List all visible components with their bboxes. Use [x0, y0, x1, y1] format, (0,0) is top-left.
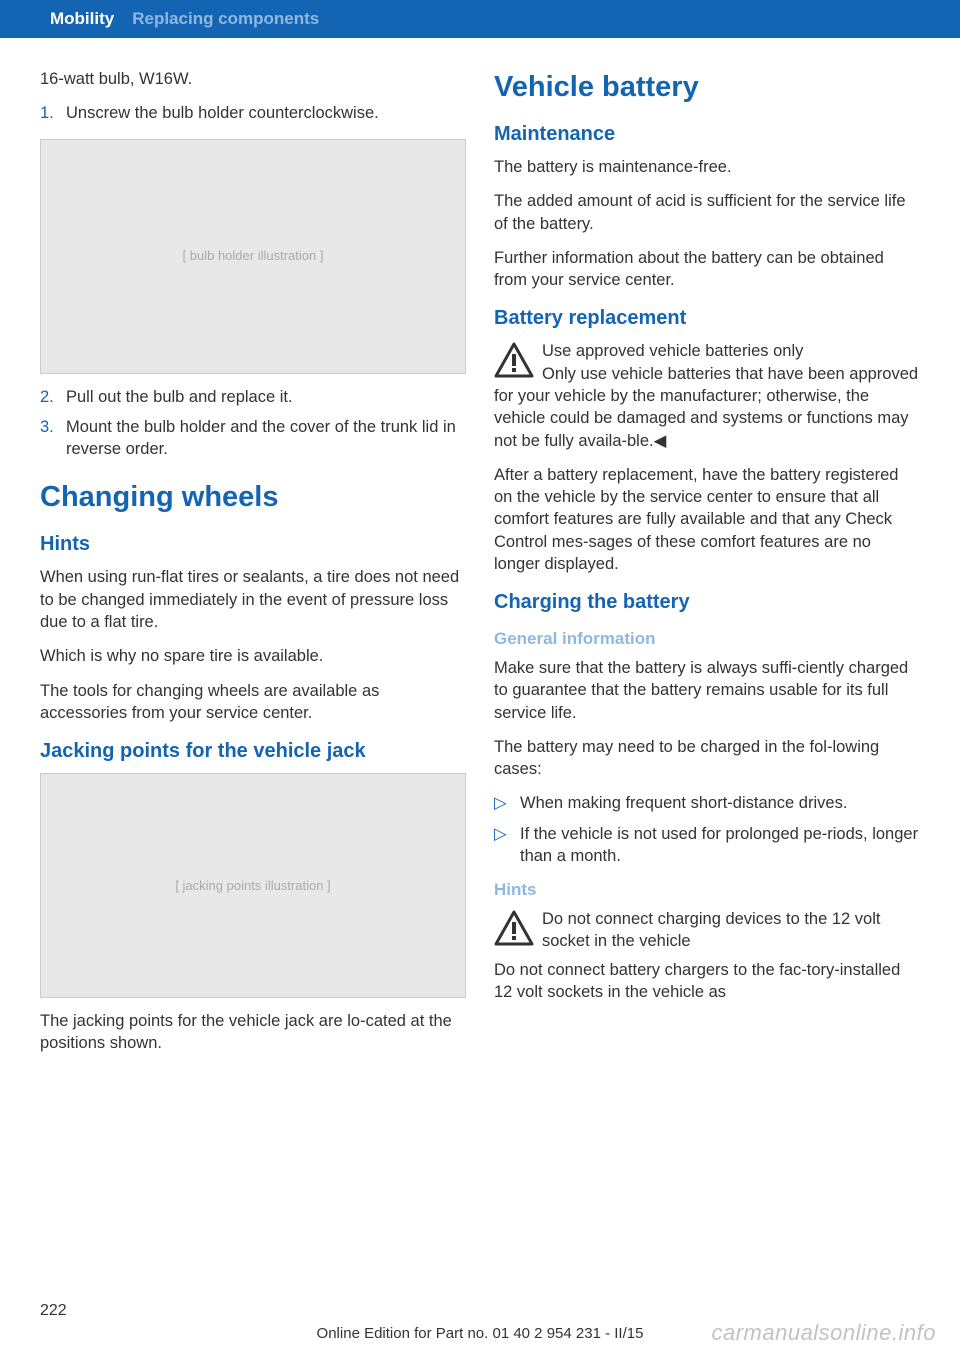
warning-approved-batteries: Use approved vehicle batteries only Only…: [494, 340, 920, 451]
warning-12v-socket: Do not connect charging devices to the 1…: [494, 908, 920, 953]
heading-vehicle-battery: Vehicle battery: [494, 68, 920, 107]
subheading-battery-replacement: Battery replacement: [494, 305, 920, 332]
bullet-icon: ▷: [494, 823, 520, 868]
charging-paragraph: Make sure that the battery is always suf…: [494, 657, 920, 724]
maintenance-paragraph: The battery is maintenance-free.: [494, 156, 920, 178]
figure-jack-points: [ jacking points illustration ]: [40, 773, 466, 998]
figure-placeholder-text: [ bulb holder illustration ]: [183, 247, 324, 265]
bulb-spec: 16-watt bulb, W16W.: [40, 68, 466, 90]
charging-cases-list: ▷ When making frequent short-distance dr…: [494, 792, 920, 867]
right-column: Vehicle battery Maintenance The battery …: [494, 68, 920, 1067]
warning-title: Do not connect charging devices to the 1…: [542, 910, 880, 950]
heading-changing-wheels: Changing wheels: [40, 478, 466, 517]
warning-body: Do not connect battery chargers to the f…: [494, 959, 920, 1004]
list-item: ▷ When making frequent short-distance dr…: [494, 792, 920, 814]
breadcrumb-section: Mobility: [50, 8, 114, 31]
warning-title: Use approved vehicle batteries only: [542, 342, 803, 360]
bullet-icon: ▷: [494, 792, 520, 814]
step-item: 3. Mount the bulb holder and the cover o…: [40, 416, 466, 461]
warning-body: Only use vehicle batteries that have bee…: [494, 365, 918, 450]
maintenance-paragraph: Further information about the battery ca…: [494, 247, 920, 292]
figure-bulb-holder: [ bulb holder illustration ]: [40, 139, 466, 374]
list-text: When making frequent short-distance driv…: [520, 792, 847, 814]
step-text: Unscrew the bulb holder counterclockwise…: [66, 102, 466, 124]
figure-placeholder-text: [ jacking points illustration ]: [175, 877, 330, 895]
maintenance-paragraph: The added amount of acid is sufficient f…: [494, 190, 920, 235]
bulb-steps-a: 1. Unscrew the bulb holder counterclockw…: [40, 102, 466, 124]
list-text: If the vehicle is not used for prolonged…: [520, 823, 920, 868]
watermark: carmanualsonline.info: [711, 1318, 936, 1348]
hints-paragraph: When using run-flat tires or sealants, a…: [40, 566, 466, 633]
jack-caption: The jacking points for the vehicle jack …: [40, 1010, 466, 1055]
subheading-general-info: General information: [494, 628, 920, 651]
step-text: Pull out the bulb and replace it.: [66, 386, 466, 408]
list-item: ▷ If the vehicle is not used for prolong…: [494, 823, 920, 868]
subheading-charging-hints: Hints: [494, 879, 920, 902]
subheading-charging: Charging the battery: [494, 589, 920, 616]
subheading-maintenance: Maintenance: [494, 121, 920, 148]
warning-icon: [494, 342, 534, 378]
step-number: 1.: [40, 102, 66, 124]
page: Mobility Replacing components 16-watt bu…: [0, 0, 960, 1362]
step-text: Mount the bulb holder and the cover of t…: [66, 416, 466, 461]
bulb-steps-b: 2. Pull out the bulb and replace it. 3. …: [40, 386, 466, 461]
breadcrumb-topic: Replacing components: [132, 8, 319, 31]
warning-icon: [494, 910, 534, 946]
page-number: 222: [40, 1300, 67, 1322]
hints-paragraph: The tools for changing wheels are availa…: [40, 680, 466, 725]
step-item: 1. Unscrew the bulb holder counterclockw…: [40, 102, 466, 124]
step-number: 2.: [40, 386, 66, 408]
header-bar: Mobility Replacing components: [0, 0, 960, 38]
charging-paragraph: The battery may need to be charged in th…: [494, 736, 920, 781]
content-columns: 16-watt bulb, W16W. 1. Unscrew the bulb …: [0, 38, 960, 1067]
subheading-jack-points: Jacking points for the vehicle jack: [40, 738, 466, 765]
hints-paragraph: Which is why no spare tire is available.: [40, 645, 466, 667]
subheading-hints: Hints: [40, 531, 466, 558]
replacement-paragraph: After a battery replacement, have the ba…: [494, 464, 920, 575]
step-item: 2. Pull out the bulb and replace it.: [40, 386, 466, 408]
step-number: 3.: [40, 416, 66, 461]
left-column: 16-watt bulb, W16W. 1. Unscrew the bulb …: [40, 68, 466, 1067]
